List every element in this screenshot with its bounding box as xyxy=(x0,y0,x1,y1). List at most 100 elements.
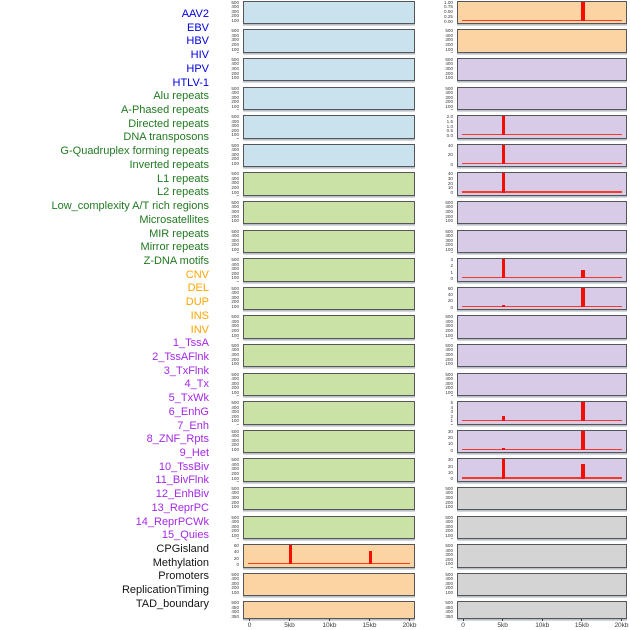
y-tick-label: 100 xyxy=(445,561,453,567)
data-spike-3-txflnk-5kb xyxy=(501,116,506,136)
y-axis-ticks-5-txwk: 40 30 20 10 0 xyxy=(431,172,453,196)
y-tick-label: 400 xyxy=(445,233,453,239)
y-tick-label: 400 xyxy=(231,261,239,267)
y-tick-label: 300 xyxy=(231,409,239,415)
y-tick-label: 40 xyxy=(233,549,239,555)
y-tick-label: 200 xyxy=(231,156,239,162)
zero-baseline xyxy=(462,448,622,450)
y-tick-label: 200 xyxy=(445,556,453,562)
y-tick-label: 0 xyxy=(236,280,239,281)
y-tick-label: 4 xyxy=(450,404,453,410)
y-tick-label: 100 xyxy=(231,189,239,195)
y-tick-label: 300 xyxy=(445,380,453,386)
y-tick-label: 400 xyxy=(231,32,239,38)
x-tick-mark xyxy=(409,618,410,622)
track-panel-z-dna-motifs xyxy=(243,515,415,539)
y-tick-label: 0 xyxy=(236,452,239,453)
y-tick-label: 300 xyxy=(231,209,239,215)
x-tick-mark xyxy=(369,618,370,622)
y-tick-label: 100 xyxy=(231,18,239,24)
y-axis-ticks-mir-repeats: 5004003002001000 xyxy=(217,458,239,482)
y-tick-label: 0 xyxy=(450,395,453,396)
track-label-del: DEL xyxy=(187,282,209,295)
y-tick-label: 0 xyxy=(236,509,239,510)
y-axis-ticks-cnv: 60 40 20 0 xyxy=(217,544,239,568)
y-tick-label: 200 xyxy=(445,528,453,534)
y-tick-label: 1 xyxy=(450,418,453,424)
track-label-7-enh: 7_Enh xyxy=(177,419,209,432)
track-label-l2-repeats: L2 repeats xyxy=(157,186,209,199)
x-tick-mark xyxy=(541,618,543,622)
track-panel-replicationtiming xyxy=(457,572,627,597)
track-panel-hbv xyxy=(243,57,415,82)
y-tick-label: 100 xyxy=(231,590,239,596)
x-tick-mark xyxy=(249,618,250,622)
track-panel-ins xyxy=(457,0,627,25)
track-panel-3-txflnk xyxy=(457,115,627,139)
y-tick-label: 500 xyxy=(231,115,239,120)
track-label-htlv-1: HTLV-1 xyxy=(172,76,209,89)
y-tick-label: 400 xyxy=(445,61,453,67)
y-tick-label: 200 xyxy=(231,328,239,334)
track-panel-2-tssaflnk xyxy=(457,86,627,110)
y-tick-label: 0 xyxy=(236,561,239,567)
y-tick-label: 400 xyxy=(231,204,239,210)
y-tick-label: 500 xyxy=(231,315,239,320)
y-tick-label: 0 xyxy=(450,595,453,596)
y-tick-label: 100 xyxy=(445,361,453,367)
y-tick-label: 300 xyxy=(231,180,239,186)
data-spike-4-tx-5kb xyxy=(501,144,506,164)
y-tick-label: 200 xyxy=(445,499,453,505)
y-tick-label: 400 xyxy=(231,490,239,496)
y-tick-label: 400 xyxy=(445,318,453,324)
y-axis-ticks-ins: 1.00 0.75 0.50 0.25 0.00 xyxy=(431,1,453,25)
y-tick-label: 0.0 xyxy=(446,132,453,138)
x-tick-mark xyxy=(502,618,504,622)
y-tick-label: 0 xyxy=(236,166,239,167)
track-label-11-bivflnk: 11_BivFlnk xyxy=(155,474,209,487)
y-tick-label: 20 xyxy=(447,298,453,304)
y-tick-label: 300 xyxy=(445,523,453,529)
track-panel-13-reprpc xyxy=(457,401,627,425)
y-tick-label: 200 xyxy=(231,528,239,534)
x-tick-label-right-0: 0 xyxy=(461,621,465,629)
track-panel-htlv-1 xyxy=(243,143,415,168)
track-label-2-tssaflnk: 2_TssAFlnk xyxy=(152,350,209,363)
y-tick-label: 200 xyxy=(231,127,239,133)
y-tick-label: 400 xyxy=(445,576,453,582)
y-axis-ticks-alu-repeats: 5004003002001000 xyxy=(217,172,239,196)
y-tick-label: 5 xyxy=(450,401,453,406)
y-tick-label: 100 xyxy=(231,275,239,281)
y-tick-label: 400 xyxy=(445,609,453,615)
y-tick-label: 0.25 xyxy=(444,13,453,19)
y-axis-ticks-promoters: 5004003002001000 xyxy=(431,544,453,568)
y-axis-ticks-z-dna-motifs: 5004003002001000 xyxy=(217,516,239,540)
y-tick-label: 100 xyxy=(231,532,239,538)
y-tick-label: 300 xyxy=(231,66,239,72)
y-tick-label: 1.00 xyxy=(444,0,453,5)
y-tick-label: 2 xyxy=(450,413,453,419)
x-tick-mark xyxy=(289,618,290,622)
y-tick-label: 100 xyxy=(231,418,239,424)
y-tick-label: 400 xyxy=(231,461,239,467)
track-label-inv: INV xyxy=(190,323,209,336)
y-axis-ticks-tad-boundary: 500450400350300250200150100500 xyxy=(431,601,453,619)
y-tick-label: 300 xyxy=(445,552,453,558)
y-axis-ticks-cpgisland: 5004003002001000 xyxy=(431,487,453,511)
y-axis-ticks-4-tx: 40 20 0 xyxy=(431,144,453,168)
y-tick-label: 500 xyxy=(445,57,453,62)
y-tick-label: 200 xyxy=(231,13,239,19)
y-tick-label: 400 xyxy=(445,90,453,96)
y-tick-label: 200 xyxy=(231,299,239,305)
y-tick-label: 300 xyxy=(231,151,239,157)
track-panel-7-enh xyxy=(457,229,627,253)
y-tick-label: 100 xyxy=(445,332,453,338)
y-tick-label: 200 xyxy=(445,356,453,362)
track-panel-1-tssa xyxy=(457,57,627,82)
data-spike-9-het-5kb xyxy=(501,305,506,307)
y-axis-ticks-inverted-repeats: 5004003002001000 xyxy=(217,315,239,339)
data-spike-cnv-5kb xyxy=(288,545,293,565)
data-spike-15-quies-5kb xyxy=(501,459,506,479)
y-tick-label: 0 xyxy=(236,423,239,424)
y-tick-label: 100 xyxy=(445,389,453,395)
